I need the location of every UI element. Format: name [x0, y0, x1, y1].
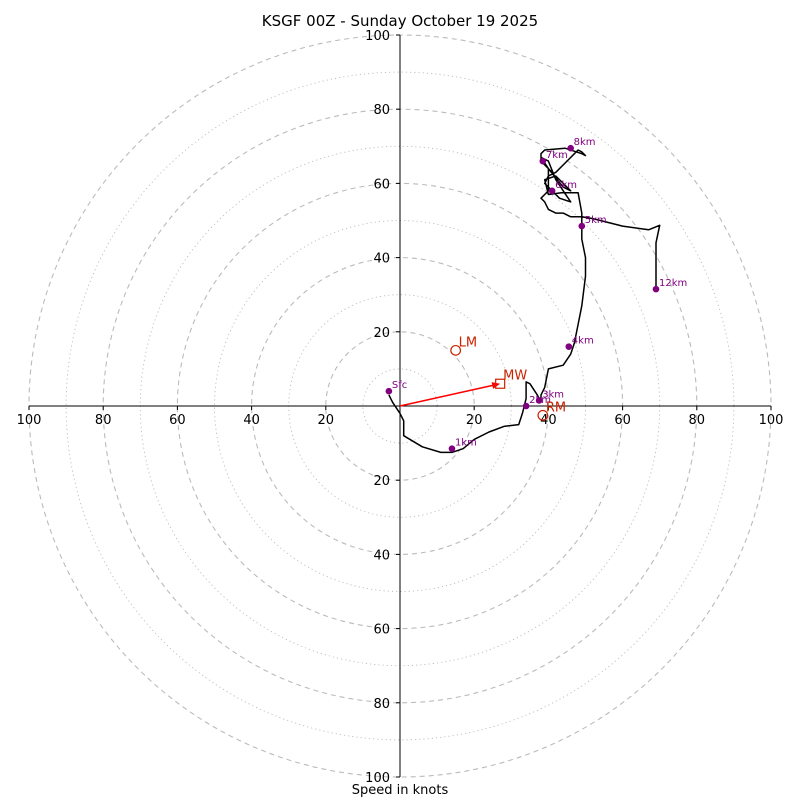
height-label-8km: 8km — [574, 137, 596, 148]
y-tick-label: 80 — [373, 697, 390, 712]
height-marker-4km — [565, 343, 573, 350]
height-label-sfc: Sfc — [392, 380, 407, 391]
height-marker-2km — [522, 402, 530, 410]
tick-labels: 100 80 60 40 20 20 40 60 80 100 100 80 60 40 20 20 40 60 8… — [17, 29, 784, 786]
y-tick-label: 40 — [373, 548, 390, 563]
x-tick-label: 60 — [614, 413, 631, 428]
x-tick-label: 40 — [243, 413, 260, 428]
x-tick-label: 40 — [540, 413, 557, 428]
height-marker-6km — [548, 187, 556, 195]
x-tick-label: 20 — [466, 413, 483, 428]
x-tick-label: 100 — [759, 413, 784, 428]
height-label-4km: 4km — [572, 336, 594, 347]
y-tick-label: 60 — [373, 177, 390, 192]
hodograph-trace-group — [388, 147, 661, 454]
storm-motion-label-rm: RM — [546, 400, 566, 415]
height-marker-3km — [535, 397, 543, 404]
mean-wind-vector-line — [399, 384, 495, 407]
height-label-12km: 12km — [659, 278, 687, 289]
chart-title: KSGF 00Z - Sunday October 19 2025 — [261, 12, 539, 30]
height-label-1km: 1km — [455, 438, 477, 449]
mean-wind-vector-group — [399, 382, 501, 407]
storm-motion-lm — [450, 344, 462, 356]
hodograph-trace — [388, 147, 661, 454]
y-tick-label: 40 — [373, 252, 390, 267]
y-tick-label: 100 — [365, 29, 390, 44]
storm-motion-rm — [537, 409, 549, 421]
y-tick-label: 20 — [373, 326, 390, 341]
storm-motion-label-lm: LM — [459, 335, 477, 350]
storm-motion-label-mw: MW — [503, 369, 527, 384]
height-marker-sfc — [385, 387, 393, 395]
height-label-7km: 7km — [546, 150, 568, 161]
height-label-3km: 3km — [542, 389, 564, 400]
height-marker-5km — [578, 222, 586, 230]
x-tick-label: 80 — [95, 413, 112, 428]
height-label-5km: 5km — [585, 215, 607, 226]
x-tick-label: 100 — [17, 413, 42, 428]
storm-motion-markers: LM MW RM — [450, 335, 566, 421]
x-tick-label: 80 — [689, 413, 706, 428]
y-tick-label: 100 — [365, 771, 390, 786]
y-tick-label: 80 — [373, 103, 390, 118]
height-marker-7km — [539, 157, 547, 165]
y-tick-label: 60 — [373, 623, 390, 638]
storm-motion-mw — [495, 378, 506, 389]
x-tick-label: 20 — [318, 413, 335, 428]
height-markers: Sfc1km2km3km4km5km6km7km8km12km — [385, 137, 687, 452]
height-label-6km: 6km — [555, 180, 577, 191]
height-marker-12km — [652, 285, 660, 293]
height-marker-8km — [567, 144, 574, 152]
x-axis-label: Speed in knots — [351, 783, 449, 798]
height-marker-1km — [448, 445, 456, 452]
x-tick-label: 60 — [169, 413, 186, 428]
y-tick-label: 20 — [373, 474, 390, 489]
